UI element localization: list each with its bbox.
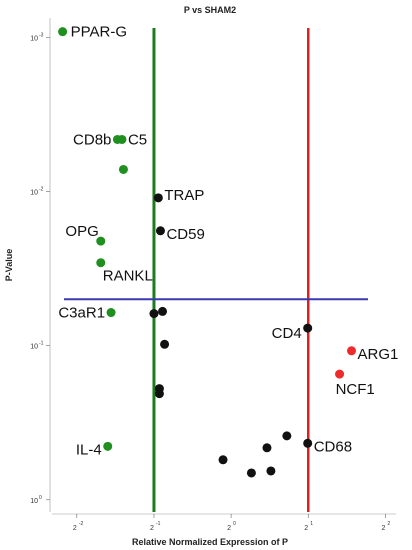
data-point bbox=[106, 308, 116, 318]
x-tick-exponent: 1 bbox=[310, 521, 313, 527]
data-point bbox=[347, 346, 357, 356]
x-tick-label: 2 bbox=[73, 525, 77, 532]
x-tick-label: 2 bbox=[227, 525, 231, 532]
x-tick-label: 2 bbox=[150, 525, 154, 532]
data-point bbox=[118, 164, 128, 174]
point-label: PPAR-G bbox=[71, 24, 127, 41]
data-point bbox=[160, 339, 170, 349]
y-tick-label: 10 bbox=[30, 344, 38, 351]
data-point bbox=[303, 438, 313, 448]
point-label: RANKL bbox=[103, 268, 153, 285]
data-point bbox=[282, 431, 292, 441]
data-point bbox=[154, 389, 164, 399]
x-tick-label: 2 bbox=[304, 525, 308, 532]
x-tick-label: 2 bbox=[381, 525, 385, 532]
threshold-lines bbox=[64, 28, 368, 512]
y-tick-label: 10 bbox=[30, 35, 38, 42]
x-tick-exponent: 2 bbox=[387, 521, 390, 527]
data-point bbox=[246, 468, 256, 478]
data-points bbox=[58, 27, 357, 478]
x-tick-exponent: -2 bbox=[79, 521, 84, 527]
point-label: TRAP bbox=[164, 187, 204, 204]
data-point bbox=[158, 306, 168, 316]
data-point bbox=[96, 236, 106, 246]
point-label: CD68 bbox=[314, 438, 352, 455]
y-tick-exponent: 0 bbox=[39, 495, 42, 501]
y-tick-exponent: -1 bbox=[39, 341, 44, 347]
data-point bbox=[117, 134, 127, 144]
data-point bbox=[155, 226, 165, 236]
y-tick-label: 10 bbox=[30, 498, 38, 505]
data-point bbox=[103, 441, 113, 451]
data-point bbox=[266, 466, 276, 476]
y-axis-label: P-Value bbox=[4, 249, 14, 282]
point-label: CD4 bbox=[272, 325, 302, 342]
point-label: ARG1 bbox=[358, 346, 399, 363]
point-label: CD8b bbox=[73, 131, 111, 148]
chart-title: P vs SHAM2 bbox=[184, 5, 236, 15]
point-labels: PPAR-G CD8b C5 OPG RANKL C3aR1 IL-4 TRAP CD59 CD4… bbox=[58, 24, 398, 459]
data-point bbox=[96, 258, 106, 268]
y-tick-exponent: -2 bbox=[39, 186, 44, 192]
data-point bbox=[218, 455, 228, 465]
point-label: CD59 bbox=[166, 226, 204, 243]
data-point bbox=[262, 443, 272, 453]
point-label: C5 bbox=[128, 131, 147, 148]
point-label: OPG bbox=[65, 223, 98, 240]
y-tick-exponent: -3 bbox=[39, 32, 44, 38]
data-point bbox=[303, 323, 313, 333]
x-tick-exponent: 0 bbox=[233, 521, 236, 527]
data-point bbox=[58, 27, 68, 37]
x-tick-exponent: -1 bbox=[156, 521, 161, 527]
y-tick-label: 10 bbox=[30, 189, 38, 196]
data-point bbox=[149, 309, 159, 319]
data-point bbox=[153, 193, 163, 203]
data-point bbox=[335, 369, 345, 379]
x-axis-label: Relative Normalized Expression of P bbox=[132, 537, 288, 547]
point-label: C3aR1 bbox=[58, 305, 105, 322]
point-label: NCF1 bbox=[336, 381, 375, 398]
point-label: IL-4 bbox=[76, 441, 102, 458]
